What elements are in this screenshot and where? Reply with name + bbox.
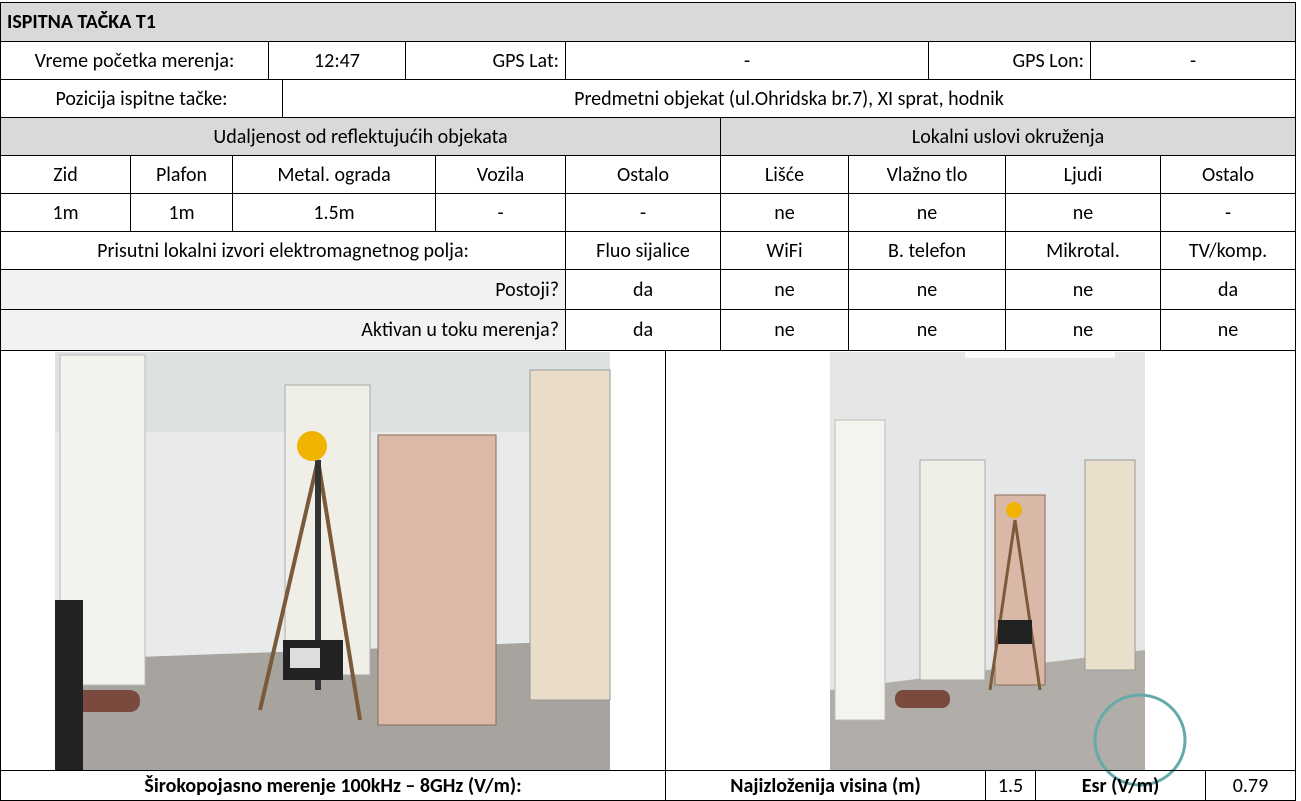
value: 1.5m bbox=[232, 193, 436, 232]
header: Lišće bbox=[720, 155, 849, 194]
header: Ljudi bbox=[1005, 155, 1161, 194]
section-title: Udaljenost od reflektujućih objekata bbox=[0, 117, 721, 156]
value: ne bbox=[1160, 309, 1296, 351]
value: ne bbox=[1005, 193, 1161, 232]
label: Vreme početka merenja: bbox=[0, 41, 269, 80]
value: 1m bbox=[0, 193, 131, 232]
label: GPS Lat: bbox=[405, 41, 566, 80]
row-label: Postoji? bbox=[0, 269, 566, 310]
value: - bbox=[565, 41, 929, 80]
value: ne bbox=[720, 193, 849, 232]
section-title: Lokalni uslovi okruženja bbox=[720, 117, 1296, 156]
photo-frame bbox=[665, 350, 1296, 771]
photo-right bbox=[830, 352, 1187, 787]
section-title: Prisutni lokalni izvori elektromagnetnog… bbox=[0, 231, 566, 270]
value: - bbox=[1090, 41, 1296, 80]
value: - bbox=[565, 193, 721, 232]
value: da bbox=[565, 309, 721, 351]
value: da bbox=[565, 269, 721, 310]
label: Pozicija ispitne tačke: bbox=[0, 79, 283, 118]
value: ne bbox=[848, 309, 1006, 351]
header: Ostalo bbox=[1160, 155, 1296, 194]
header: Zid bbox=[0, 155, 131, 194]
photo-left bbox=[55, 352, 611, 770]
value: 1m bbox=[130, 193, 233, 232]
header: B. telefon bbox=[848, 231, 1006, 270]
label: Esr (V/m) bbox=[1035, 770, 1206, 801]
header: Vozila bbox=[435, 155, 566, 194]
value: ne bbox=[720, 269, 849, 310]
header: Fluo sijalice bbox=[565, 231, 721, 270]
value: 0.79 bbox=[1205, 770, 1296, 801]
header: Plafon bbox=[130, 155, 233, 194]
photo-frame bbox=[0, 350, 666, 771]
value: ne bbox=[848, 193, 1006, 232]
value: 12:47 bbox=[268, 41, 406, 80]
value: ne bbox=[1005, 309, 1161, 351]
value: da bbox=[1160, 269, 1296, 310]
value: - bbox=[1160, 193, 1296, 232]
value: ne bbox=[848, 269, 1006, 310]
header: Ostalo bbox=[565, 155, 721, 194]
header: Mikrotal. bbox=[1005, 231, 1161, 270]
value: ne bbox=[1005, 269, 1161, 310]
header: TV/komp. bbox=[1160, 231, 1296, 270]
value: - bbox=[435, 193, 566, 232]
header: WiFi bbox=[720, 231, 849, 270]
row-label: Aktivan u toku merenja? bbox=[0, 309, 566, 351]
label: Najizloženija visina (m) bbox=[665, 770, 986, 801]
value: ne bbox=[720, 309, 849, 351]
label: Širokopojasno merenje 100kHz – 8GHz (V/m… bbox=[0, 770, 666, 801]
title: ISPITNA TAČKA T1 bbox=[0, 2, 1296, 42]
value: Predmetni objekat (ul.Ohridska br.7), XI… bbox=[282, 79, 1296, 118]
value: 1.5 bbox=[985, 770, 1036, 801]
label: GPS Lon: bbox=[928, 41, 1091, 80]
header: Vlažno tlo bbox=[848, 155, 1006, 194]
header: Metal. ograda bbox=[232, 155, 436, 194]
